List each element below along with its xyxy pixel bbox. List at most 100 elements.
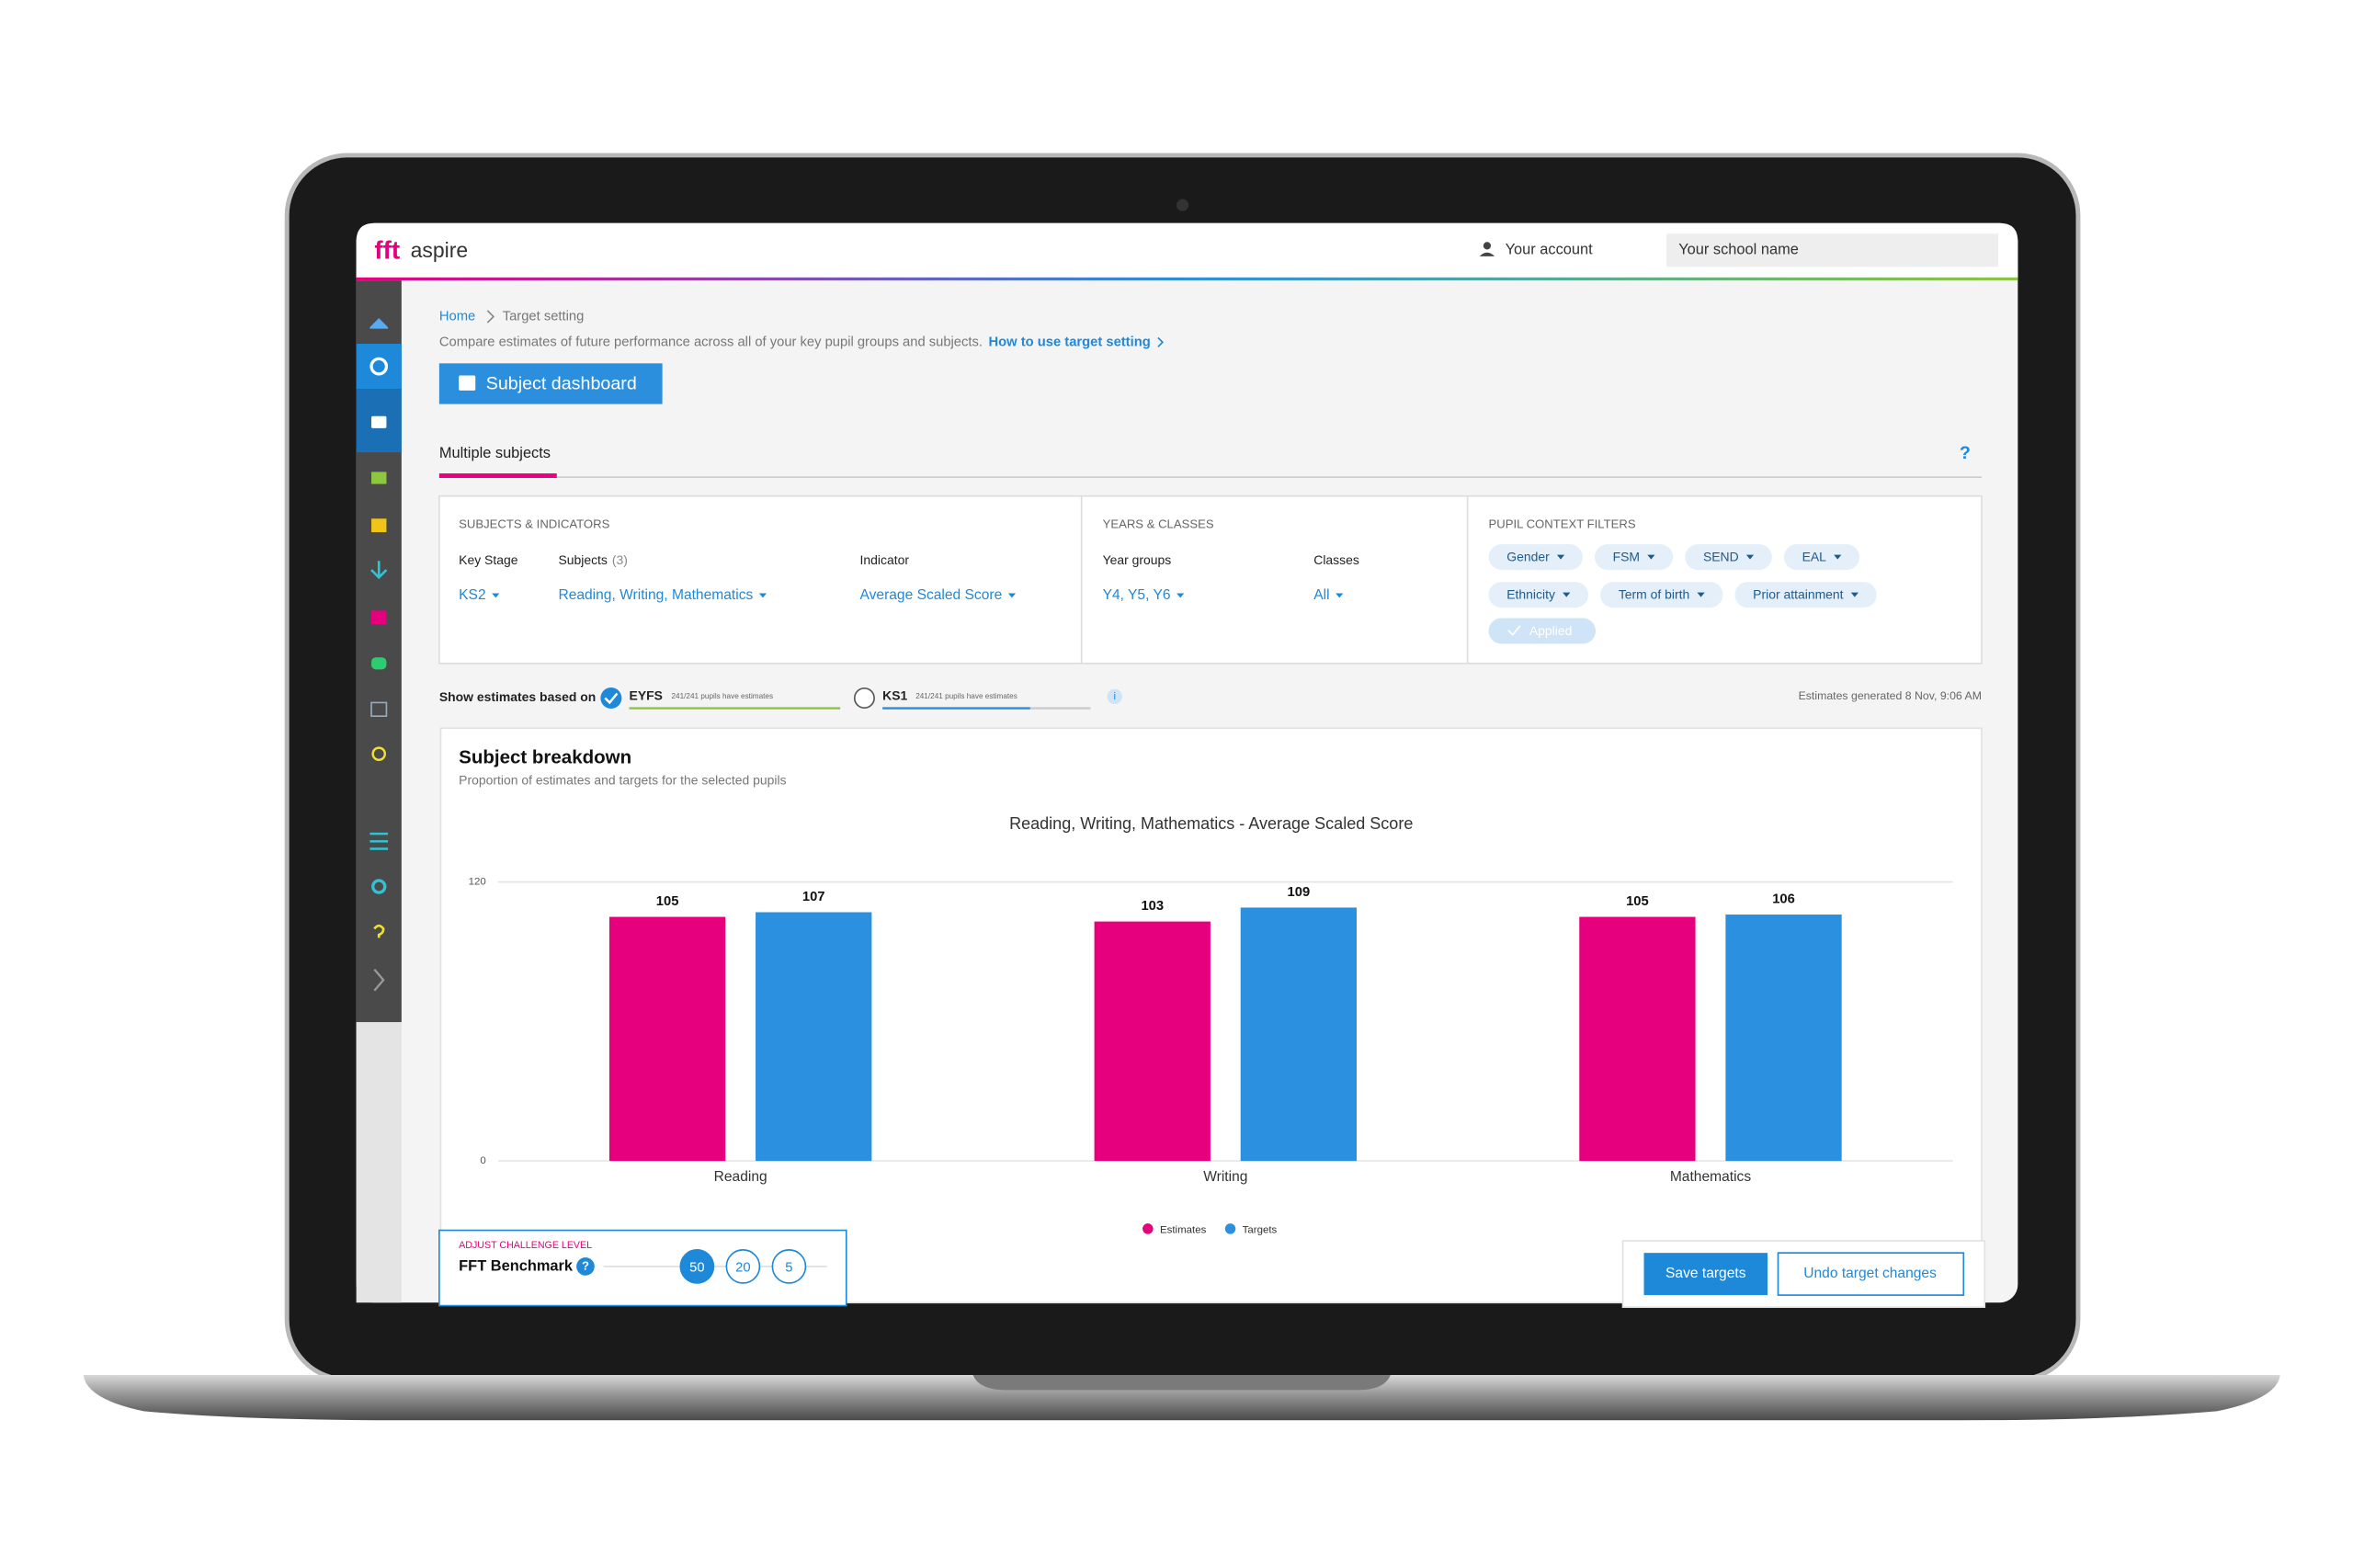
dropdown[interactable]: Average Scaled Score <box>860 587 1003 603</box>
applied-label: Applied <box>1529 623 1573 638</box>
description: Compare estimates of future performance … <box>439 335 983 349</box>
account-link[interactable]: Your account <box>1506 242 1594 258</box>
radio-label[interactable]: EYFS <box>630 688 663 703</box>
nav-item[interactable] <box>371 518 387 533</box>
info-icon[interactable] <box>1107 688 1122 705</box>
filter-chip[interactable] <box>1488 544 1583 571</box>
nav-target[interactable] <box>369 357 389 376</box>
filter-chip-label[interactable]: Gender <box>1506 550 1550 564</box>
nav-dashboard[interactable] <box>371 415 387 428</box>
breadcrumb-current: Target setting <box>503 309 585 324</box>
tab-help[interactable]: ? <box>1960 443 1971 463</box>
nav-item[interactable] <box>370 701 388 718</box>
tab-line <box>438 476 1982 479</box>
filter-chip[interactable] <box>1488 582 1589 608</box>
account-icon <box>1479 252 1495 256</box>
dropdown[interactable]: KS2 <box>459 587 485 603</box>
dropdown[interactable]: All <box>1313 587 1329 603</box>
bar <box>1725 915 1842 1162</box>
nav-item[interactable] <box>371 472 387 484</box>
caret <box>1007 593 1017 598</box>
dashboard-button[interactable] <box>438 363 663 404</box>
breadcrumb-home[interactable]: Home <box>439 309 475 324</box>
legend-label[interactable]: Estimates <box>1160 1225 1207 1236</box>
field-label: Subjects <box>558 552 607 567</box>
nav-gear[interactable] <box>371 879 387 894</box>
caret <box>1556 554 1565 560</box>
level-button[interactable] <box>725 1249 761 1284</box>
bar <box>756 912 872 1162</box>
dashboard-button-label[interactable]: Subject dashboard <box>486 374 637 394</box>
filter-chip-label[interactable]: Prior attainment <box>1753 587 1844 602</box>
help-link-chevron <box>1157 336 1165 347</box>
chart-title: Reading, Writing, Mathematics - Average … <box>1009 814 1413 833</box>
filter-chip[interactable] <box>1783 544 1860 571</box>
filter-chip-label[interactable]: Ethnicity <box>1506 587 1555 602</box>
nav-icons <box>369 318 389 992</box>
breadcrumb-sep <box>486 310 495 324</box>
field-label: Indicator <box>860 552 910 567</box>
y-tick-label: 0 <box>480 1155 485 1166</box>
save-label[interactable]: Save targets <box>1665 1266 1746 1281</box>
nav-item[interactable] <box>371 657 387 670</box>
challenge-title: ADJUST CHALLENGE LEVEL <box>459 1240 592 1251</box>
help-link[interactable]: How to use target setting <box>989 335 1151 349</box>
nav-home[interactable] <box>369 318 389 329</box>
info-label[interactable]: i <box>1113 691 1116 702</box>
nav-help[interactable] <box>373 924 385 938</box>
filter-chip[interactable] <box>1734 582 1877 608</box>
dropdown[interactable]: Reading, Writing, Mathematics <box>558 587 753 603</box>
legend-marker <box>1224 1223 1236 1234</box>
legend-marker <box>1142 1223 1154 1234</box>
school-name[interactable]: Your school name <box>1678 242 1799 258</box>
field-count: (3) <box>612 552 628 567</box>
camera <box>1176 199 1189 211</box>
nav-idea[interactable] <box>371 746 387 761</box>
level-label[interactable]: 50 <box>689 1260 704 1275</box>
filter-chip[interactable] <box>1600 582 1723 608</box>
radio-label[interactable]: KS1 <box>882 688 907 703</box>
undo-button[interactable] <box>1777 1252 1965 1296</box>
dropdown[interactable]: Y4, Y5, Y6 <box>1103 587 1171 603</box>
value-label: 105 <box>656 894 679 909</box>
filter-chip[interactable] <box>1685 544 1772 571</box>
radio[interactable] <box>853 687 875 709</box>
level-label[interactable]: 20 <box>735 1260 750 1275</box>
radio-check <box>604 692 619 705</box>
filter-chip-label[interactable]: EAL <box>1802 550 1827 564</box>
header-line <box>356 277 2018 281</box>
filter-chip-label[interactable]: SEND <box>1703 550 1739 564</box>
challenge-help-label[interactable]: ? <box>582 1258 589 1272</box>
card-title: Subject breakdown <box>459 747 631 768</box>
level-button[interactable] <box>771 1249 807 1284</box>
progress <box>629 707 841 710</box>
filter-chip[interactable] <box>1594 544 1674 571</box>
filter-chip-label[interactable]: Term of birth <box>1619 587 1689 602</box>
level-button[interactable] <box>679 1249 715 1284</box>
value-label: 105 <box>1626 894 1649 909</box>
bar <box>1579 916 1696 1162</box>
laptop-base <box>83 1375 2280 1421</box>
caret <box>1745 554 1755 560</box>
undo-label[interactable]: Undo target changes <box>1803 1266 1937 1281</box>
caret <box>492 593 500 598</box>
legend-label[interactable]: Targets <box>1243 1225 1278 1236</box>
radio-note: 241/241 pupils have estimates <box>671 692 773 700</box>
caret <box>1563 592 1571 597</box>
nav-item[interactable] <box>371 610 387 625</box>
filter-chip-label[interactable]: FSM <box>1613 550 1640 564</box>
caret <box>1336 593 1344 598</box>
nav-settings[interactable] <box>369 832 389 850</box>
save-button[interactable] <box>1643 1253 1768 1296</box>
sidebar-foot <box>356 1022 402 1303</box>
tab[interactable]: Multiple subjects <box>439 445 551 461</box>
level-label[interactable]: 5 <box>785 1260 792 1275</box>
header-bar <box>356 222 2018 279</box>
caret <box>1850 592 1859 597</box>
nav-active[interactable] <box>356 344 402 390</box>
nav-download[interactable] <box>370 561 388 580</box>
challenge-help[interactable] <box>576 1257 595 1276</box>
nav-expand[interactable] <box>373 969 385 992</box>
school-select[interactable] <box>1666 233 1999 267</box>
radio-checked[interactable] <box>600 687 622 709</box>
